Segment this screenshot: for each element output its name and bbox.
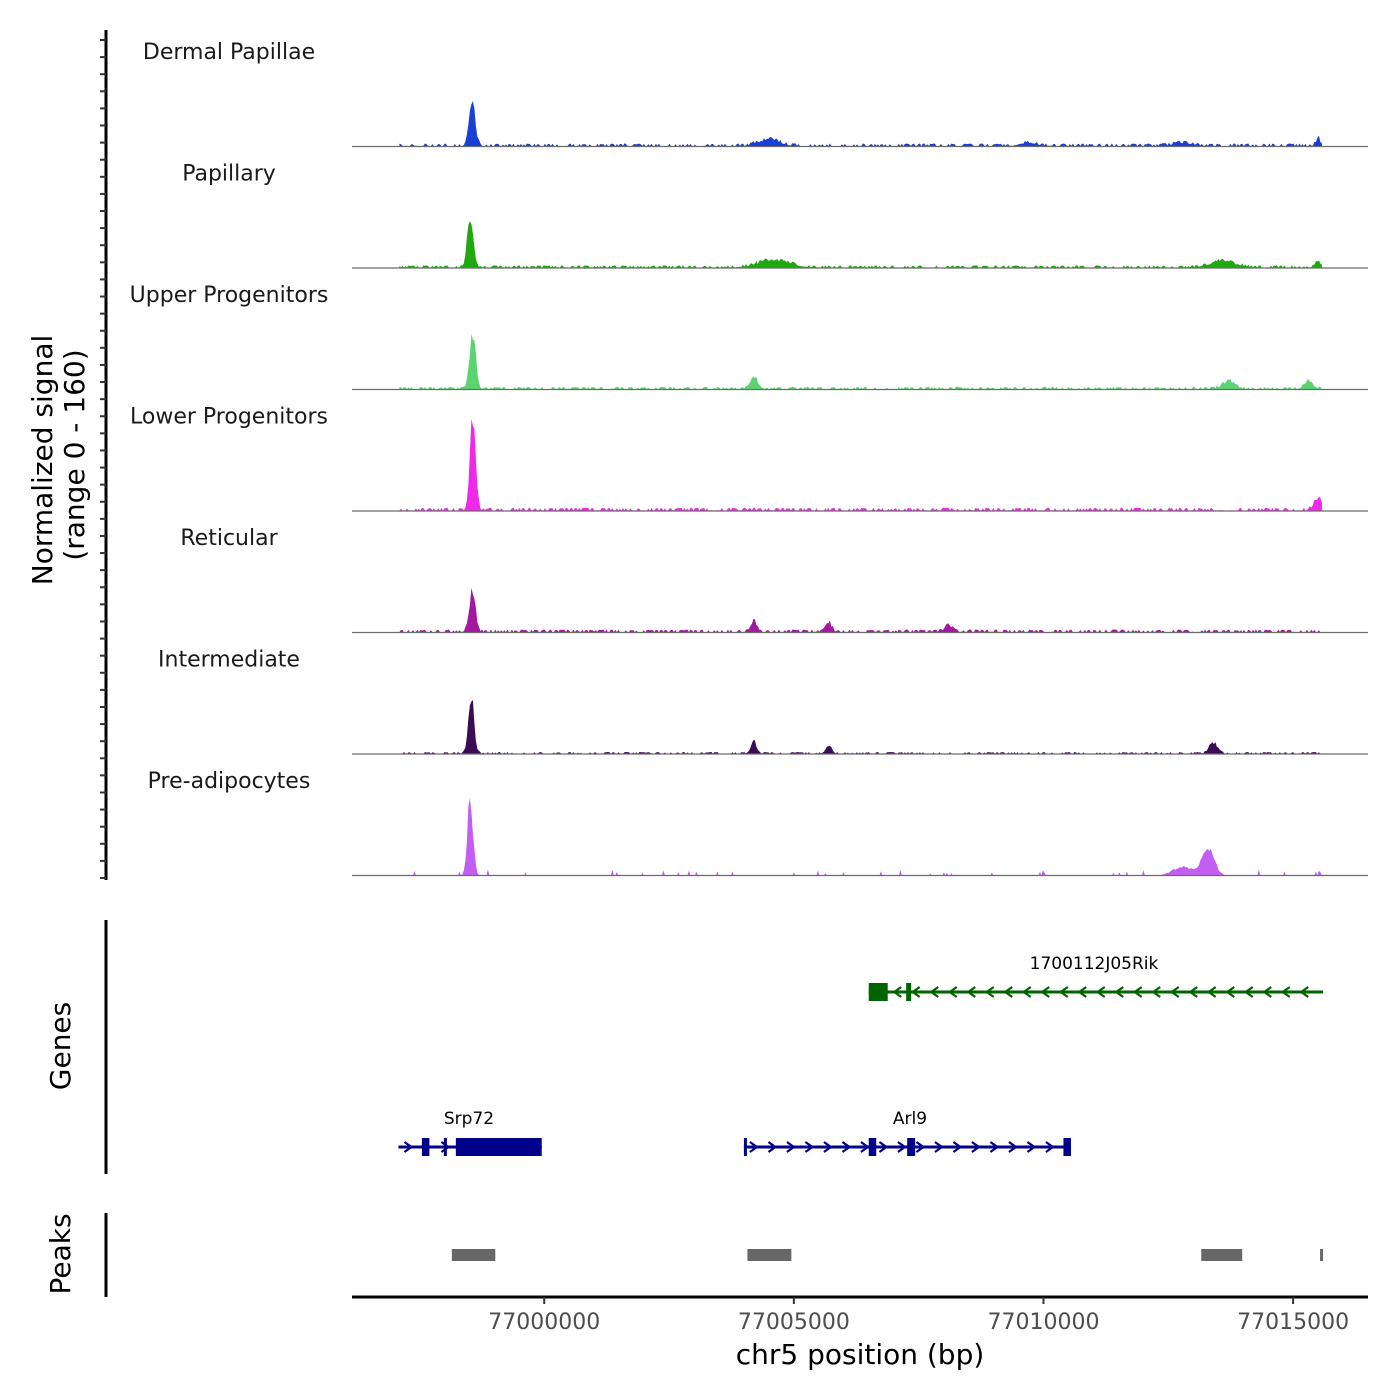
gene-annotation-panel: 1700112J05Rik Srp72 Arl9 bbox=[104, 920, 1324, 1174]
gene-exon bbox=[443, 1138, 447, 1156]
y-axis-subtitle: (range 0 - 160) bbox=[58, 349, 91, 560]
gene-exon bbox=[907, 1138, 916, 1156]
strand-chevron bbox=[749, 1141, 759, 1153]
strand-chevron bbox=[1026, 1141, 1037, 1153]
track-group: Dermal Papillae bbox=[143, 40, 1368, 148]
x-tick-label: 77015000 bbox=[1237, 1310, 1349, 1335]
signal-panel-axis bbox=[100, 30, 108, 880]
strand-chevron bbox=[860, 1141, 870, 1153]
coverage-area bbox=[399, 700, 1322, 754]
strand-chevron bbox=[1132, 986, 1143, 998]
track-label: Dermal Papillae bbox=[143, 40, 315, 65]
genes-panel-label: Genes bbox=[44, 1002, 77, 1090]
strand-chevron bbox=[878, 1141, 889, 1153]
x-tick-label: 77005000 bbox=[738, 1310, 850, 1335]
peak-region bbox=[1201, 1249, 1243, 1261]
gene-label: 1700112J05Rik bbox=[1030, 954, 1159, 974]
track-label: Upper Progenitors bbox=[130, 283, 329, 308]
strand-chevron bbox=[804, 1141, 815, 1153]
gene-label: Srp72 bbox=[444, 1109, 494, 1129]
gene-exon bbox=[906, 983, 912, 1001]
gene-exon bbox=[868, 983, 888, 1001]
track-group: Upper Progenitors bbox=[130, 283, 1368, 391]
strand-chevron bbox=[915, 1141, 926, 1153]
track-group: Reticular bbox=[180, 526, 1368, 634]
y-axis-title: Normalized signal bbox=[26, 335, 59, 586]
coverage-area bbox=[399, 221, 1322, 268]
strand-chevron bbox=[1058, 986, 1069, 998]
strand-chevron bbox=[1299, 986, 1309, 998]
strand-chevron bbox=[786, 1141, 796, 1153]
peak-region bbox=[747, 1249, 792, 1261]
gene-model: Srp72 bbox=[398, 1109, 542, 1156]
strand-chevron bbox=[966, 986, 976, 998]
strand-chevron bbox=[947, 986, 958, 998]
track-label: Lower Progenitors bbox=[130, 404, 328, 429]
strand-chevron bbox=[1206, 986, 1217, 998]
gene-label: Arl9 bbox=[893, 1109, 927, 1129]
x-axis: 77000000 77005000 77010000 77015000 bbox=[352, 1295, 1368, 1335]
strand-chevron bbox=[971, 1141, 981, 1153]
strand-chevron bbox=[910, 986, 921, 998]
x-tick-label: 77010000 bbox=[987, 1310, 1099, 1335]
track-label: Intermediate bbox=[158, 647, 300, 672]
track-label: Reticular bbox=[180, 526, 278, 551]
track-group: Intermediate bbox=[158, 647, 1368, 755]
strand-chevron bbox=[1262, 986, 1272, 998]
coverage-area bbox=[399, 587, 1322, 633]
track-group: Lower Progenitors bbox=[130, 404, 1368, 512]
gene-model: Arl9 bbox=[743, 1109, 1071, 1156]
strand-chevron bbox=[1243, 986, 1254, 998]
gene-exon bbox=[1063, 1138, 1071, 1156]
strand-chevron bbox=[1003, 986, 1013, 998]
strand-chevron bbox=[1280, 986, 1291, 998]
track-group: Pre-adipocytes bbox=[148, 769, 1368, 877]
strand-chevron bbox=[1045, 1141, 1055, 1153]
strand-chevron bbox=[989, 1141, 1000, 1153]
strand-chevron bbox=[952, 1141, 963, 1153]
strand-chevron bbox=[1008, 1141, 1018, 1153]
strand-chevron bbox=[403, 1141, 414, 1153]
strand-chevron bbox=[1114, 986, 1124, 998]
peak-region bbox=[1320, 1249, 1324, 1261]
peaks-panel-label: Peaks bbox=[44, 1213, 77, 1294]
coverage-area bbox=[399, 418, 1322, 511]
coverage-area bbox=[399, 797, 1322, 876]
strand-chevron bbox=[1225, 986, 1235, 998]
coverage-tracks: Dermal Papillae Papillary Upper Progenitor… bbox=[130, 40, 1368, 877]
peaks-panel bbox=[104, 1213, 1324, 1297]
strand-chevron bbox=[1188, 986, 1198, 998]
gene-exon bbox=[455, 1138, 542, 1156]
strand-chevron bbox=[929, 986, 939, 998]
x-tick-label: 77000000 bbox=[488, 1310, 600, 1335]
strand-chevron bbox=[1077, 986, 1087, 998]
coverage-area bbox=[399, 101, 1322, 147]
strand-chevron bbox=[892, 986, 902, 998]
strand-chevron bbox=[1040, 986, 1050, 998]
strand-chevron bbox=[440, 1141, 451, 1153]
strand-chevron bbox=[1095, 986, 1106, 998]
gene-exon bbox=[743, 1138, 747, 1156]
strand-chevron bbox=[1021, 986, 1032, 998]
strand-chevron bbox=[984, 986, 995, 998]
strand-chevron bbox=[897, 1141, 907, 1153]
gene-exon bbox=[868, 1138, 877, 1156]
strand-chevron bbox=[767, 1141, 778, 1153]
gene-exon bbox=[421, 1138, 430, 1156]
track-label: Papillary bbox=[182, 161, 276, 186]
x-axis-title: chr5 position (bp) bbox=[736, 1338, 985, 1371]
gene-model: 1700112J05Rik bbox=[868, 954, 1324, 1001]
track-label: Pre-adipocytes bbox=[148, 769, 311, 794]
coverage-area bbox=[399, 333, 1322, 390]
peak-region bbox=[451, 1249, 496, 1261]
strand-chevron bbox=[841, 1141, 852, 1153]
strand-chevron bbox=[1169, 986, 1180, 998]
strand-chevron bbox=[823, 1141, 833, 1153]
strand-chevron bbox=[1151, 986, 1161, 998]
strand-chevron bbox=[934, 1141, 944, 1153]
track-group: Papillary bbox=[182, 161, 1368, 269]
